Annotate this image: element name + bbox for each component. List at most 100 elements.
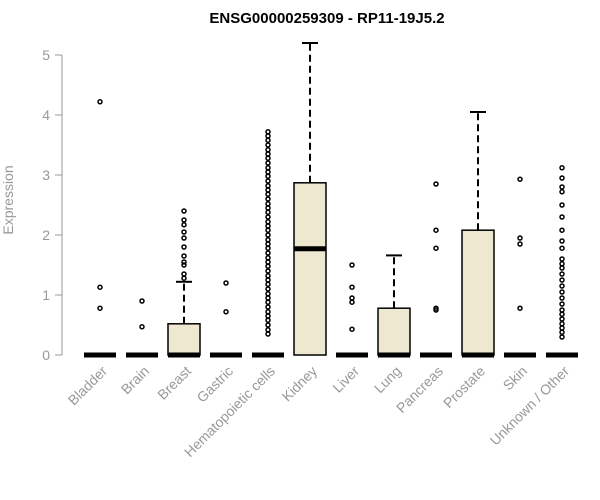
outlier-point (265, 178, 271, 184)
outlier-point (559, 265, 565, 271)
outlier-point (265, 263, 271, 269)
outlier-point (97, 284, 103, 290)
outlier-point (559, 165, 565, 171)
outlier-point (265, 142, 271, 148)
y-tick-label: 5 (42, 47, 50, 63)
outlier-point (559, 214, 565, 220)
outlier-point (265, 317, 271, 323)
outlier-point (265, 313, 271, 319)
outlier-point (181, 275, 187, 281)
outlier-point (265, 191, 271, 197)
outlier-point (265, 245, 271, 251)
chart-title: ENSG00000259309 - RP11-19J5.2 (209, 10, 444, 27)
x-category-label: Skin (500, 363, 531, 394)
box-group (167, 208, 201, 358)
box (377, 307, 411, 356)
outlier-point (559, 238, 565, 244)
outlier-point (265, 273, 271, 279)
outlier-point (181, 208, 187, 214)
outlier-point (265, 133, 271, 139)
x-category-label: Pancreas (393, 363, 446, 416)
outlier-point (349, 284, 355, 290)
outlier-point (349, 295, 355, 301)
outlier-point (223, 309, 229, 315)
outlier-point (181, 262, 187, 268)
x-category-label: Liver (329, 363, 362, 396)
y-axis-label: Expression (0, 165, 16, 234)
outlier-point (139, 298, 145, 304)
outlier-point (559, 227, 565, 233)
outlier-point (349, 326, 355, 332)
box-group (504, 176, 536, 358)
plot-area (84, 42, 578, 358)
outlier-point (181, 259, 187, 265)
y-tick-label: 0 (42, 347, 50, 363)
y-tick-label: 2 (42, 227, 50, 243)
x-category-label: Breast (154, 363, 194, 403)
outlier-point (265, 173, 271, 179)
outlier-point (265, 232, 271, 238)
x-category-label: Lung (371, 363, 404, 396)
outlier-point (181, 253, 187, 259)
outlier-point (517, 235, 523, 241)
outlier-point (265, 309, 271, 315)
outlier-point (265, 214, 271, 220)
outlier-point (265, 322, 271, 328)
outlier-point (559, 295, 565, 301)
outlier-point (265, 281, 271, 287)
outlier-point (181, 229, 187, 235)
outlier-point (265, 295, 271, 301)
outlier-point (349, 262, 355, 268)
outlier-point (559, 184, 565, 190)
outlier-point (559, 277, 565, 283)
outlier-point (181, 235, 187, 241)
box-group (420, 181, 452, 358)
outlier-point (559, 307, 565, 313)
outlier-point (265, 129, 271, 135)
box-group (546, 165, 578, 358)
outlier-point (265, 205, 271, 211)
box-group (461, 111, 495, 358)
outlier-point (265, 255, 271, 261)
x-category-label: Bladder (65, 363, 111, 409)
outlier-point (265, 259, 271, 265)
outlier-point (265, 291, 271, 297)
outlier-point (517, 176, 523, 182)
outlier-point (559, 334, 565, 340)
outlier-point (265, 227, 271, 233)
outlier-point (559, 202, 565, 208)
outlier-point (181, 271, 187, 277)
outlier-point (265, 147, 271, 153)
outlier-point (265, 331, 271, 337)
outlier-point (265, 241, 271, 247)
outlier-point (265, 160, 271, 166)
outlier-point (517, 241, 523, 247)
outlier-point (265, 277, 271, 283)
outlier-point (349, 299, 355, 305)
outlier-point (265, 327, 271, 333)
box (293, 182, 327, 356)
outlier-point (559, 261, 565, 267)
outlier-point (265, 169, 271, 175)
outlier-point (559, 311, 565, 317)
outlier-point (559, 283, 565, 289)
outlier-point (223, 280, 229, 286)
outlier-point (559, 189, 565, 195)
outlier-point (559, 175, 565, 181)
outlier-point (517, 305, 523, 311)
outlier-point (433, 305, 439, 311)
box-group (293, 42, 327, 356)
box (167, 323, 201, 356)
outlier-point (97, 99, 103, 105)
box-group (84, 99, 116, 358)
outlier-point (265, 237, 271, 243)
outlier-point (265, 219, 271, 225)
outlier-point (265, 286, 271, 292)
outlier-point (265, 223, 271, 229)
y-tick-label: 3 (42, 167, 50, 183)
y-axis: 0 1 2 3 4 5 (42, 47, 63, 363)
outlier-point (265, 299, 271, 305)
outlier-point (559, 325, 565, 331)
